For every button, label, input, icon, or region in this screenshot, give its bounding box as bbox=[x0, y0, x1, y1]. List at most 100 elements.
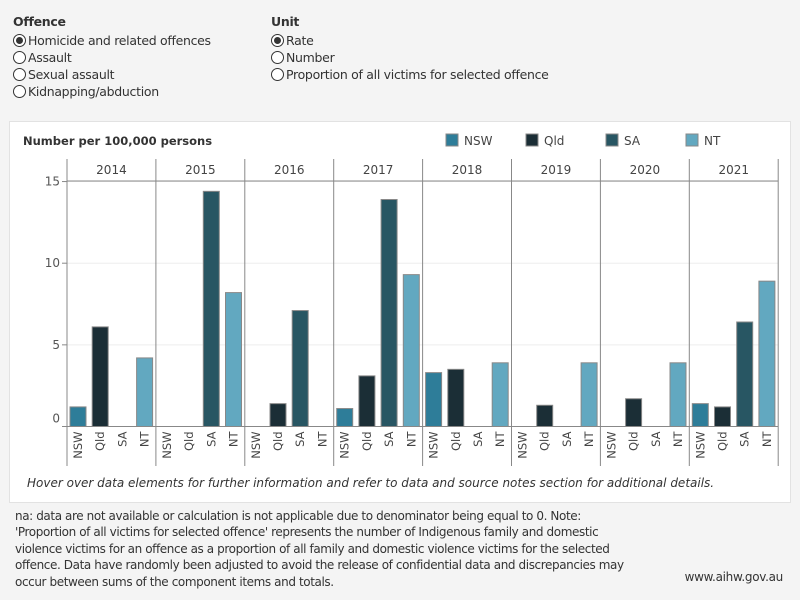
x-tick-label: NT bbox=[671, 431, 685, 448]
panel-header-2015: 2015 bbox=[185, 163, 216, 177]
radio-button-icon[interactable] bbox=[13, 68, 26, 81]
chart-panel: Number per 100,000 persons NSW Qld SA NT 0 5 10… bbox=[9, 121, 791, 503]
bar-2020-qld[interactable] bbox=[625, 398, 643, 428]
x-tick-label: Qld bbox=[449, 432, 463, 452]
x-tick-label: Qld bbox=[716, 432, 730, 452]
unit-option[interactable]: Number bbox=[271, 49, 549, 66]
y-tick-label: 5 bbox=[52, 338, 60, 352]
x-tick-label: Qld bbox=[271, 432, 285, 452]
x-tick-label: NSW bbox=[516, 432, 530, 459]
offence-option[interactable]: Kidnapping/abduction bbox=[13, 83, 211, 100]
x-tick-label: NT bbox=[404, 431, 418, 448]
bar-2018-qld[interactable] bbox=[447, 368, 465, 427]
y-tick-label: 15 bbox=[45, 175, 60, 189]
bar-2021-sa[interactable] bbox=[736, 321, 754, 428]
panel-header-2021: 2021 bbox=[718, 163, 749, 177]
unit-filter-label: Unit bbox=[271, 14, 300, 29]
unit-option[interactable]: Proportion of all victims for selected o… bbox=[271, 66, 549, 83]
x-tick-label: NSW bbox=[249, 432, 263, 459]
bar-2021-nsw[interactable] bbox=[691, 403, 709, 427]
x-tick-label: NSW bbox=[604, 432, 618, 459]
x-tick-label: NSW bbox=[160, 432, 174, 459]
x-tick-label: SA bbox=[115, 431, 129, 447]
panel-header-2017: 2017 bbox=[363, 163, 394, 177]
bar-2014-nsw[interactable] bbox=[69, 406, 87, 427]
bar-2018-nt[interactable] bbox=[491, 362, 509, 428]
x-tick-label: NSW bbox=[427, 432, 441, 459]
x-tick-label: Qld bbox=[182, 432, 196, 452]
bar-2017-qld[interactable] bbox=[358, 375, 376, 427]
offence-option[interactable]: Sexual assault bbox=[13, 66, 211, 83]
radio-button-icon[interactable] bbox=[13, 51, 26, 64]
bar-2015-sa[interactable] bbox=[202, 190, 220, 427]
legend-swatch-qld bbox=[525, 133, 539, 147]
radio-button-icon[interactable] bbox=[271, 34, 284, 47]
bar-2019-nt[interactable] bbox=[580, 362, 598, 428]
offence-option[interactable]: Assault bbox=[13, 49, 211, 66]
hover-note: Hover over data elements for further inf… bbox=[27, 476, 714, 490]
offence-filter: Offence Homicide and related offences Ass… bbox=[13, 14, 211, 100]
x-tick-label: SA bbox=[293, 431, 307, 447]
x-tick-label: NT bbox=[582, 431, 596, 448]
option-label: Number bbox=[286, 50, 335, 65]
panel-header-2018: 2018 bbox=[452, 163, 483, 177]
legend-swatch-sa bbox=[605, 133, 619, 147]
radio-button-icon[interactable] bbox=[271, 51, 284, 64]
y-tick-label: 0 bbox=[52, 412, 60, 426]
x-tick-label: NSW bbox=[71, 432, 85, 459]
option-label: Sexual assault bbox=[28, 67, 115, 82]
legend-label-nsw: NSW bbox=[464, 134, 493, 148]
offence-filter-label: Offence bbox=[13, 14, 66, 29]
offence-option[interactable]: Homicide and related offences bbox=[13, 32, 211, 49]
x-tick-label: SA bbox=[471, 431, 485, 447]
bar-2018-nsw[interactable] bbox=[425, 372, 443, 427]
option-label: Homicide and related offences bbox=[28, 33, 211, 48]
x-tick-label: NSW bbox=[693, 432, 707, 459]
option-label: Proportion of all victims for selected o… bbox=[286, 67, 549, 82]
bar-2015-nt[interactable] bbox=[225, 292, 242, 427]
radio-button-icon[interactable] bbox=[13, 34, 26, 47]
x-tick-label: NT bbox=[315, 431, 329, 448]
radio-button-icon[interactable] bbox=[13, 85, 26, 98]
bar-2017-nt[interactable] bbox=[402, 274, 420, 427]
panel-header-2014: 2014 bbox=[96, 163, 127, 177]
site-link[interactable]: www.aihw.gov.au bbox=[684, 570, 784, 584]
bar-2020-nt[interactable] bbox=[669, 362, 687, 428]
bar-2016-sa[interactable] bbox=[291, 310, 309, 428]
x-tick-label: Qld bbox=[538, 432, 552, 452]
x-tick-label: SA bbox=[204, 431, 218, 447]
bar-2019-qld[interactable] bbox=[536, 404, 554, 427]
x-tick-label: SA bbox=[382, 431, 396, 447]
x-tick-label: Qld bbox=[627, 432, 641, 452]
option-label: Assault bbox=[28, 50, 72, 65]
bar-2017-nsw[interactable] bbox=[336, 408, 354, 427]
bar-2014-nt[interactable] bbox=[136, 357, 154, 427]
option-label: Kidnapping/abduction bbox=[28, 84, 159, 99]
panel-header-2020: 2020 bbox=[630, 163, 661, 177]
bar-chart: Number per 100,000 persons NSW Qld SA NT 0 5 10… bbox=[23, 133, 779, 490]
panel-header-2016: 2016 bbox=[274, 163, 305, 177]
option-label: Rate bbox=[286, 33, 314, 48]
bar-2016-qld[interactable] bbox=[269, 403, 287, 427]
panel-header-2019: 2019 bbox=[541, 163, 572, 177]
x-tick-label: SA bbox=[738, 431, 752, 447]
y-tick-label: 10 bbox=[45, 256, 60, 270]
x-tick-label: NSW bbox=[338, 432, 352, 459]
y-axis-title: Number per 100,000 persons bbox=[23, 134, 212, 148]
bar-2021-nt[interactable] bbox=[758, 280, 776, 427]
bar-2017-sa[interactable] bbox=[380, 199, 398, 427]
bar-2021-qld[interactable] bbox=[714, 406, 731, 427]
legend-label-sa: SA bbox=[624, 134, 641, 148]
footer-notes: na: data are not available or calculatio… bbox=[15, 509, 624, 589]
x-tick-label: SA bbox=[649, 431, 663, 447]
x-tick-label: SA bbox=[560, 431, 574, 447]
legend-swatch-nt bbox=[685, 133, 699, 147]
x-tick-label: NT bbox=[493, 431, 507, 448]
radio-button-icon[interactable] bbox=[271, 68, 284, 81]
x-tick-label: Qld bbox=[93, 432, 107, 452]
x-tick-label: Qld bbox=[360, 432, 374, 452]
unit-option[interactable]: Rate bbox=[271, 32, 549, 49]
unit-filter: Unit Rate Number Proportion of all victims… bbox=[271, 14, 549, 83]
bar-2014-qld[interactable] bbox=[91, 326, 109, 427]
x-tick-label: NT bbox=[138, 431, 152, 448]
